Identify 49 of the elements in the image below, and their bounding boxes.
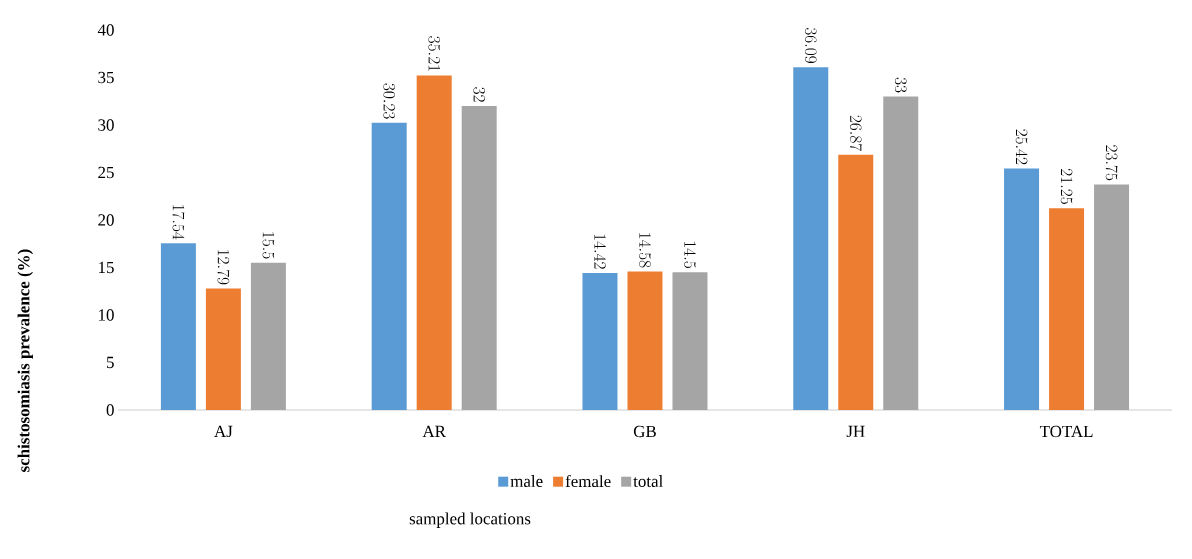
y-tick-label: 20 — [98, 214, 114, 226]
bar — [461, 106, 497, 410]
y-tick-label: 30 — [98, 119, 114, 131]
y-tick-label: 0 — [106, 404, 114, 416]
legend-label: female — [565, 474, 611, 488]
bar — [627, 271, 663, 410]
legend-label: male — [510, 475, 543, 487]
bar — [205, 288, 241, 410]
bar — [883, 96, 919, 410]
data-label: 14.58 — [639, 233, 651, 268]
bar — [416, 75, 452, 410]
x-tick-label: AJ — [214, 425, 233, 438]
bar — [371, 122, 407, 410]
data-label: 26.87 — [849, 115, 862, 152]
data-label: 33 — [894, 77, 907, 93]
y-tick-label: 40 — [97, 24, 114, 36]
bar — [160, 243, 196, 410]
bar — [838, 154, 874, 410]
bar — [793, 67, 829, 410]
y-tick-label: 10 — [99, 309, 114, 321]
x-tick-label: GB — [633, 425, 656, 438]
bar — [1049, 208, 1085, 410]
data-label: 14.42 — [594, 234, 606, 269]
data-label: 36.09 — [804, 27, 817, 63]
legend-label: total — [633, 475, 663, 487]
x-tick-label: TOTAL — [1039, 425, 1093, 438]
x-axis-title: sampled locations — [409, 512, 531, 528]
bar — [250, 262, 286, 410]
x-tick-label: JH — [846, 425, 865, 438]
bar — [672, 272, 708, 410]
data-label: 35.21 — [428, 36, 441, 71]
bar — [1094, 184, 1130, 410]
data-label: 30.23 — [383, 83, 396, 119]
bar — [1004, 168, 1040, 410]
data-label: 15.5 — [262, 232, 275, 259]
y-tick-label: 15 — [99, 261, 114, 274]
data-label: 17.54 — [172, 205, 185, 240]
y-tick-label: 35 — [98, 71, 114, 84]
x-tick-label: AR — [422, 425, 446, 437]
y-tick-label: 25 — [98, 166, 114, 179]
data-label: 12.79 — [217, 250, 230, 285]
data-label: 14.5 — [684, 241, 696, 269]
data-label: 21 .25 — [1060, 169, 1073, 204]
data-label: 32 — [473, 87, 486, 102]
bar — [582, 273, 618, 410]
y-axis-title: schistosomiasis prevalence (%) — [17, 249, 33, 472]
y-tick-label: 5 — [107, 356, 114, 369]
data-label: 23.75 — [1105, 145, 1118, 181]
data-label: 25.42 — [1015, 129, 1028, 165]
